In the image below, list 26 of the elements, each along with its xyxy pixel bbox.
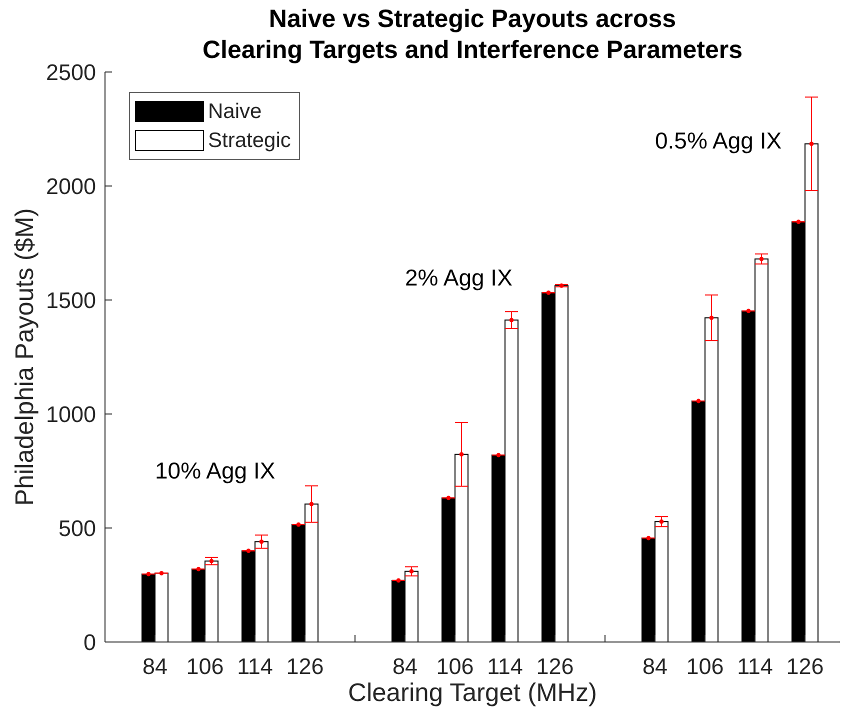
y-tick-label: 500 (58, 516, 96, 542)
x-tick-label: 106 (686, 654, 724, 679)
x-tick-label: 84 (392, 654, 418, 679)
y-tick-label: 0 (83, 630, 96, 656)
y-axis-title: Philadelphia Payouts ($M) (11, 208, 40, 506)
y-tick-label: 2500 (46, 60, 96, 86)
x-tick-label: 114 (737, 654, 773, 679)
x-tick-label: 106 (186, 654, 224, 679)
x-tick-label: 84 (142, 654, 168, 679)
annotation: 0.5% Agg IX (655, 127, 782, 154)
y-tick-label: 1000 (46, 402, 96, 428)
x-tick-label: 126 (536, 654, 574, 679)
legend-label: Strategic (208, 129, 291, 152)
chart-title: Naive vs Strategic Payouts across Clearing Targets and Interference Parameters (202, 5, 743, 64)
annotation: 2% Agg IX (405, 264, 512, 290)
y-tick-label: 2000 (46, 174, 96, 200)
x-tick-label: 114 (237, 654, 273, 679)
legend-label: Naive (208, 100, 262, 123)
annotation: 10% Agg IX (155, 457, 276, 484)
x-tick-label: 106 (436, 654, 474, 679)
y-tick-label: 1500 (46, 288, 96, 314)
x-tick-label: 126 (286, 654, 324, 679)
x-tick-label: 114 (487, 654, 523, 679)
x-tick-label: 84 (642, 654, 668, 679)
x-tick-label: 126 (786, 654, 824, 679)
x-axis-title: Clearing Target (MHz) (348, 679, 597, 707)
